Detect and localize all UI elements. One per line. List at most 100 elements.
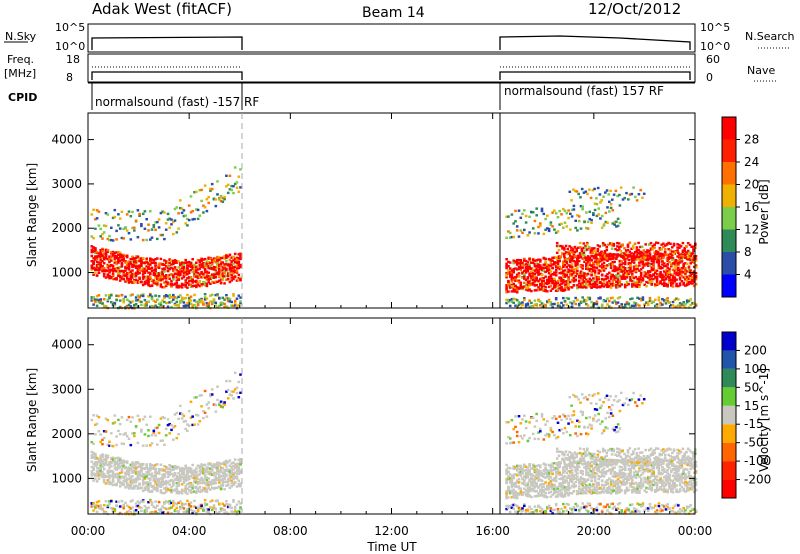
data-cell [239,265,242,269]
data-cell [598,253,601,256]
data-cell [173,282,177,285]
data-cell [149,238,152,241]
data-cell [235,267,239,270]
data-cell [145,465,148,468]
data-cell [187,296,191,300]
data-cell [551,259,554,262]
data-cell [187,263,191,266]
colorbar-swatch [722,184,736,207]
data-cell [237,266,241,269]
data-cell [104,256,108,260]
data-cell [170,305,173,309]
data-cell [191,476,194,479]
data-cell [599,281,602,284]
data-cell [156,483,159,486]
data-cell [588,262,592,265]
data-cell [519,281,523,284]
data-cell [216,464,219,468]
data-cell [108,263,111,266]
data-cell [161,210,164,213]
data-cell [115,251,118,254]
data-cell [671,268,675,272]
data-cell [101,265,104,268]
data-cell [149,482,152,485]
data-cell [129,277,133,281]
data-cell [214,258,218,261]
data-cell [567,268,570,271]
data-cell [566,251,570,254]
data-cell [140,294,143,297]
data-cell [666,285,669,288]
data-cell [173,261,177,264]
data-cell [136,265,140,268]
data-cell [531,478,535,481]
data-cell [210,486,214,489]
data-cell [218,478,221,482]
data-cell [124,227,127,230]
data-cell [600,263,604,266]
data-cell [134,477,138,480]
data-cell [154,282,157,285]
data-cell [125,276,129,279]
data-cell [530,278,533,281]
data-cell [124,486,127,489]
data-cell [537,258,540,261]
data-cell [125,482,129,485]
data-cell [633,256,637,260]
data-cell [521,303,524,307]
data-cell [540,207,544,210]
data-cell [662,242,665,245]
data-cell [593,208,597,212]
data-cell [113,460,117,463]
data-cell [150,472,154,475]
data-cell [630,258,633,261]
data-cell [531,283,535,286]
data-cell [524,484,528,487]
data-cell [646,257,649,261]
data-cell [580,187,584,191]
data-cell [187,468,191,472]
data-cell [97,460,101,463]
data-cell [122,480,125,483]
data-cell [193,299,196,302]
data-cell [106,237,110,241]
data-cell [676,249,679,252]
data-cell [157,484,161,488]
data-cell [627,269,631,272]
data-cell [150,269,154,272]
data-cell [544,488,547,491]
data-cell [662,299,666,302]
data-cell [631,272,634,276]
data-cell [97,267,101,271]
data-cell [635,246,639,249]
data-cell [668,280,671,283]
data-cell [602,300,606,303]
data-cell [671,282,675,285]
data-cell [595,263,599,266]
data-cell [553,302,556,306]
data-cell [558,271,561,275]
data-cell [609,189,612,193]
data-cell [233,260,237,264]
data-cell [546,278,549,282]
data-cell [230,260,233,264]
data-cell [186,304,189,307]
data-cell [686,258,690,261]
data-cell [671,250,674,253]
data-cell [526,286,530,290]
data-cell [110,469,113,473]
data-cell [141,483,145,486]
data-cell [618,193,621,197]
data-cell [512,285,515,288]
data-cell [523,263,526,267]
data-cell [566,258,570,262]
data-cell [125,485,129,488]
data-cell [115,294,118,297]
data-cell [526,267,530,271]
data-cell [569,260,572,264]
data-cell [654,269,657,272]
data-cell [196,259,200,262]
data-cell [689,281,692,285]
data-cell [239,168,242,171]
data-cell [641,196,644,199]
